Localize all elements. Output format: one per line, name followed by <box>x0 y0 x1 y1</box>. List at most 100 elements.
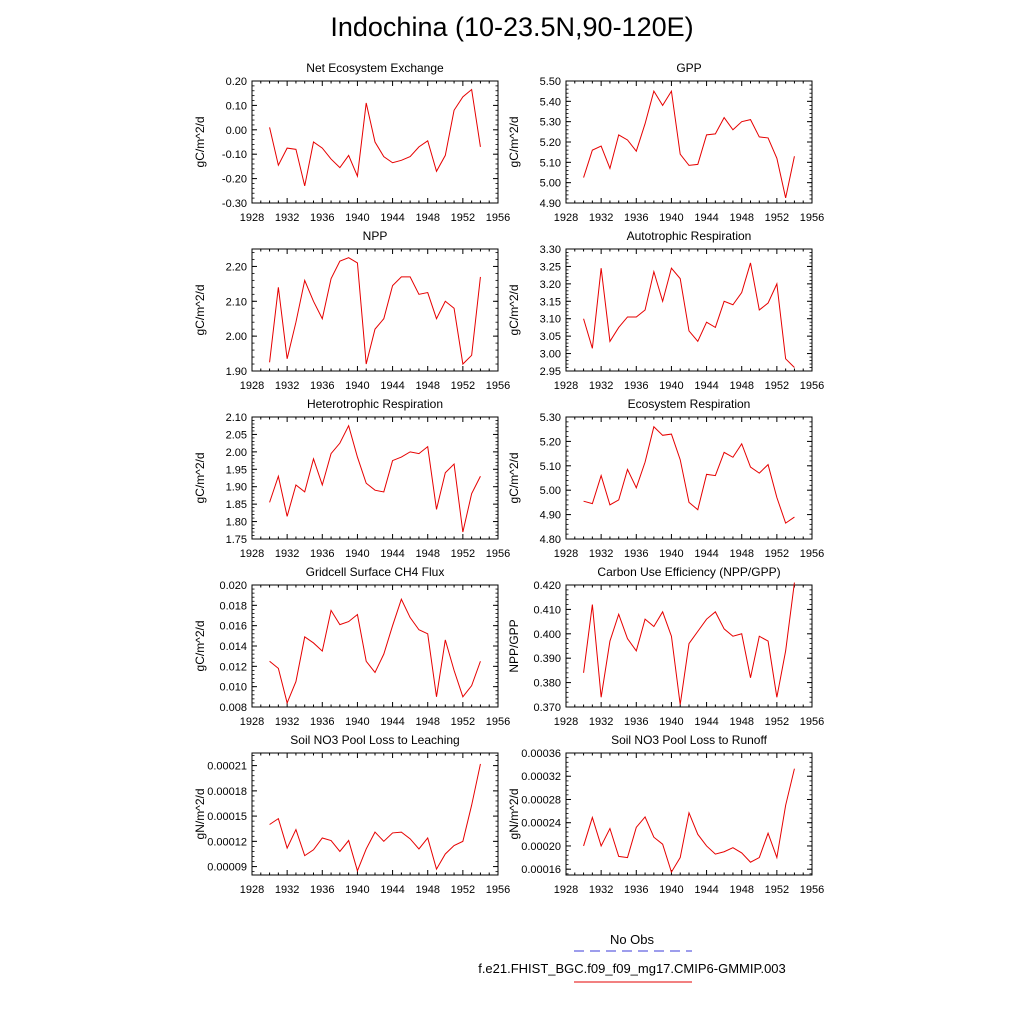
x-tick-label: 1928 <box>554 548 578 560</box>
y-tick-label: 5.30 <box>540 412 561 424</box>
x-tick-label: 1952 <box>451 548 475 560</box>
x-tick-label: 1948 <box>415 380 439 392</box>
x-tick-label: 1932 <box>589 884 613 896</box>
chart-panel: Carbon Use Efficiency (NPP/GPP) NPP/GPP 19… <box>507 565 824 728</box>
x-tick-label: 1952 <box>451 884 475 896</box>
y-tick-label: 2.95 <box>540 366 561 378</box>
y-tick-label: -0.10 <box>222 149 247 161</box>
y-tick-label: 0.00015 <box>207 811 247 823</box>
x-tick-label: 1936 <box>310 548 334 560</box>
y-tick-label: 2.20 <box>226 261 247 273</box>
y-axis-label: gC/m^2/d <box>193 285 207 336</box>
x-tick-label: 1952 <box>765 548 789 560</box>
chart-panel: Net Ecosystem Exchange gC/m^2/d 1928 1932 19… <box>193 61 510 224</box>
y-axis-label: gC/m^2/d <box>507 117 521 168</box>
x-tick-label: 1948 <box>729 716 753 728</box>
y-axis-label: gC/m^2/d <box>507 453 521 504</box>
y-axis-label: gN/m^2/d <box>193 789 207 840</box>
y-tick-label: 3.25 <box>540 261 561 273</box>
y-tick-label: 1.90 <box>226 482 247 494</box>
x-tick-label: 1928 <box>240 884 264 896</box>
y-tick-label: 3.20 <box>540 279 561 291</box>
y-tick-label: 2.10 <box>226 412 247 424</box>
x-tick-label: 1936 <box>310 716 334 728</box>
chart-title: Soil NO3 Pool Loss to Leaching <box>290 733 459 747</box>
plot-frame <box>565 248 813 372</box>
series-line <box>269 257 481 366</box>
x-tick-label: 1928 <box>554 716 578 728</box>
y-tick-label: 0.380 <box>533 678 561 690</box>
y-tick-label: 2.10 <box>226 296 247 308</box>
y-tick-label: 0.00 <box>226 125 247 137</box>
x-tick-label: 1944 <box>694 884 718 896</box>
plot-frame <box>565 416 813 540</box>
y-tick-label: 1.75 <box>226 534 247 546</box>
x-tick-label: 1952 <box>451 716 475 728</box>
chart-panel: Heterotrophic Respiration gC/m^2/d 1928 193… <box>193 397 510 560</box>
y-tick-label: 0.00009 <box>207 862 247 874</box>
x-tick-label: 1956 <box>486 548 510 560</box>
x-tick-label: 1936 <box>624 716 648 728</box>
chart-title: NPP <box>363 229 388 243</box>
x-tick-label: 1928 <box>554 884 578 896</box>
x-tick-label: 1940 <box>345 884 369 896</box>
x-tick-label: 1940 <box>345 212 369 224</box>
y-tick-label: 0.018 <box>219 600 247 612</box>
x-tick-label: 1940 <box>659 548 683 560</box>
y-tick-label: 1.95 <box>226 464 247 476</box>
y-tick-label: 0.014 <box>219 641 247 653</box>
x-tick-label: 1948 <box>415 884 439 896</box>
y-axis-label: NPP/GPP <box>507 619 521 672</box>
x-tick-label: 1940 <box>659 212 683 224</box>
x-tick-label: 1956 <box>800 212 824 224</box>
x-tick-label: 1932 <box>589 548 613 560</box>
x-tick-label: 1944 <box>380 884 404 896</box>
x-tick-label: 1932 <box>275 716 299 728</box>
x-tick-label: 1944 <box>694 380 718 392</box>
y-tick-label: 0.020 <box>219 580 247 592</box>
x-tick-label: 1928 <box>240 548 264 560</box>
series-line <box>269 763 481 873</box>
x-tick-label: 1936 <box>310 212 334 224</box>
x-tick-label: 1936 <box>624 548 648 560</box>
y-tick-label: 0.008 <box>219 702 247 714</box>
series-line <box>583 425 795 524</box>
x-tick-label: 1952 <box>765 380 789 392</box>
x-tick-label: 1948 <box>729 212 753 224</box>
y-tick-label: 5.10 <box>540 157 561 169</box>
y-tick-label: 0.20 <box>226 76 247 88</box>
y-tick-label: 5.10 <box>540 461 561 473</box>
plot-frame <box>565 80 813 204</box>
y-tick-label: 4.90 <box>540 198 561 210</box>
x-tick-label: 1932 <box>275 884 299 896</box>
x-tick-label: 1944 <box>380 380 404 392</box>
y-tick-label: 0.10 <box>226 100 247 112</box>
x-tick-label: 1932 <box>275 548 299 560</box>
y-tick-label: 2.05 <box>226 429 247 441</box>
plot-frame <box>251 752 499 876</box>
x-tick-label: 1952 <box>765 716 789 728</box>
series-line <box>583 768 795 874</box>
x-tick-label: 1956 <box>486 884 510 896</box>
y-tick-label: 3.15 <box>540 296 561 308</box>
chart-title: Gridcell Surface CH4 Flux <box>306 565 445 579</box>
x-tick-label: 1956 <box>800 716 824 728</box>
y-tick-label: 0.400 <box>533 629 561 641</box>
y-tick-label: 5.50 <box>540 76 561 88</box>
y-tick-label: -0.30 <box>222 198 247 210</box>
x-tick-label: 1952 <box>451 212 475 224</box>
x-tick-label: 1928 <box>240 212 264 224</box>
x-tick-label: 1948 <box>729 548 753 560</box>
x-tick-label: 1940 <box>659 380 683 392</box>
x-tick-label: 1940 <box>345 548 369 560</box>
x-tick-label: 1948 <box>415 548 439 560</box>
y-tick-label: 0.00018 <box>207 786 247 798</box>
y-tick-label: 5.20 <box>540 436 561 448</box>
y-tick-label: 0.00028 <box>521 794 561 806</box>
series-line <box>583 262 795 368</box>
x-tick-label: 1956 <box>486 716 510 728</box>
x-tick-label: 1940 <box>659 884 683 896</box>
y-tick-label: 0.420 <box>533 580 561 592</box>
